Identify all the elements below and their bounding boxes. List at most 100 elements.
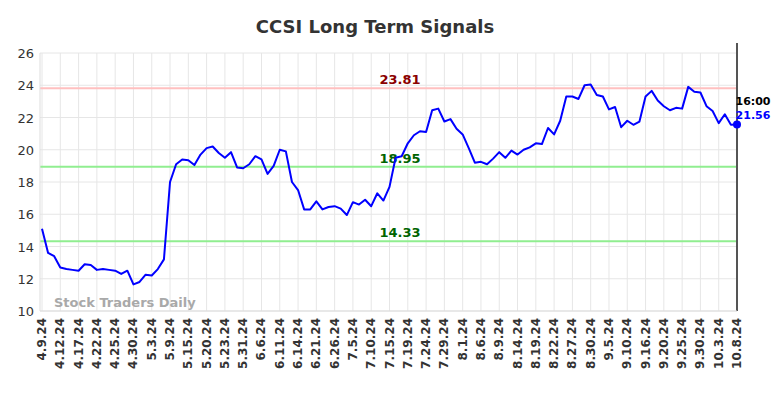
grid-line-x [42, 53, 43, 311]
x-tick-label: 6.6.24 [254, 318, 268, 361]
x-tick-label: 7.15.24 [383, 318, 397, 369]
grid-line [40, 246, 737, 247]
grid-line-x [316, 53, 317, 311]
x-axis [40, 311, 737, 312]
grid-line-x [480, 53, 481, 311]
title: CCSI Long Term Signals [256, 16, 494, 37]
grid-line-x [572, 53, 573, 311]
x-tick-label: 8.9.24 [492, 318, 506, 361]
grid-line-x [682, 53, 683, 311]
x-tick-label: 6.26.24 [328, 318, 342, 369]
grid-line [40, 278, 737, 279]
grid-line-x [188, 53, 189, 311]
plot-area [42, 84, 737, 284]
x-tick-label: 9.25.24 [675, 318, 689, 369]
grid-line-x [352, 53, 353, 311]
grid-line-x [371, 53, 372, 311]
y-tick-label: 14 [17, 240, 34, 255]
y-tick-label: 16 [17, 207, 34, 222]
grid-line-x [517, 53, 518, 311]
current-line [736, 43, 738, 311]
x-tick-label: 5.3.24 [145, 318, 159, 361]
grid-line-x [96, 53, 97, 311]
grid-line-x [535, 53, 536, 311]
x-tick-label: 7.10.24 [364, 318, 378, 369]
grid-line-x [224, 53, 225, 311]
x-tick-label: 9.30.24 [693, 318, 707, 369]
grid-line-x [590, 53, 591, 311]
x-tick-label: 4.25.24 [108, 318, 122, 369]
grid-line-x [279, 53, 280, 311]
y-tick-label: 24 [17, 78, 34, 93]
y-tick-label: 12 [17, 272, 34, 287]
x-tick-label: 8.30.24 [584, 318, 598, 369]
x-tick-label: 5.9.24 [163, 318, 177, 361]
level-line [40, 87, 737, 89]
grid-line-x [60, 53, 61, 311]
level-line [40, 166, 737, 168]
grid-line-x [243, 53, 244, 311]
x-tick-label: 7.24.24 [419, 318, 433, 369]
y-axis [40, 53, 41, 311]
x-tick-label: 4.30.24 [126, 318, 140, 369]
x-tick-label: 9.16.24 [639, 318, 653, 369]
grid-line-x [462, 53, 463, 311]
grid-line-x [554, 53, 555, 311]
y-tick-label: 20 [17, 143, 34, 158]
grid-line [40, 182, 737, 183]
grid-line-x [718, 53, 719, 311]
x-tick-label: 8.14.24 [511, 318, 525, 369]
x-tick-label: 7.5.24 [346, 318, 360, 361]
grid-line-x [115, 53, 116, 311]
x-tick-label: 7.29.24 [437, 318, 451, 369]
grid-line-x [133, 53, 134, 311]
grid-line-x [151, 53, 152, 311]
last-time: 16:00 [735, 95, 770, 108]
x-tick-label: 5.15.24 [181, 318, 195, 369]
x-tick-label: 5.20.24 [200, 318, 214, 369]
level-label: 18.95 [379, 151, 420, 166]
grid-line-x [78, 53, 79, 311]
x-tick-label: 6.11.24 [273, 318, 287, 369]
y-tick-label: 26 [17, 46, 34, 61]
grid-line [40, 311, 737, 312]
grid-line-x [206, 53, 207, 311]
grid-line-x [444, 53, 445, 311]
y-tick-label: 10 [17, 304, 34, 319]
x-tick-label: 4.22.24 [90, 318, 104, 369]
grid-line-x [426, 53, 427, 311]
x-tick-label: 4.12.24 [53, 318, 67, 369]
grid-line-x [645, 53, 646, 311]
grid-line-x [608, 53, 609, 311]
x-tick-label: 10.8.24 [730, 318, 744, 369]
grid-line-x [261, 53, 262, 311]
grid-line-x [334, 53, 335, 311]
level-label: 14.33 [379, 225, 420, 240]
x-tick-label: 8.1.24 [456, 318, 470, 361]
watermark: Stock Traders Daily [54, 295, 196, 310]
grid-line [40, 214, 737, 215]
grid-line-x [298, 53, 299, 311]
y-tick-label: 22 [17, 111, 34, 126]
x-tick-label: 6.14.24 [291, 318, 305, 369]
last-value: 21.56 [736, 109, 771, 122]
x-tick-label: 7.19.24 [401, 318, 415, 369]
x-tick-label: 9.10.24 [620, 318, 634, 369]
x-tick-label: 8.27.24 [565, 318, 579, 369]
x-tick-label: 10.3.24 [712, 318, 726, 369]
x-tick-label: 9.5.24 [602, 318, 616, 361]
x-tick-label: 5.23.24 [218, 318, 232, 369]
grid-line-x [663, 53, 664, 311]
grid-line [40, 117, 737, 118]
x-tick-label: 4.17.24 [72, 318, 86, 369]
x-tick-label: 8.19.24 [529, 318, 543, 369]
grid-line [40, 53, 737, 54]
x-tick-label: 5.31.24 [236, 318, 250, 369]
grid-line-x [499, 53, 500, 311]
x-tick-label: 4.9.24 [35, 318, 49, 361]
price-line [42, 84, 737, 284]
x-tick-label: 6.21.24 [309, 318, 323, 369]
chart: 10 12 14 16 18 20 22 24 26 4.9.24 4.12.24 4.17.24 4.… [0, 0, 784, 398]
grid-line-x [627, 53, 628, 311]
y-tick-label: 18 [17, 175, 34, 190]
